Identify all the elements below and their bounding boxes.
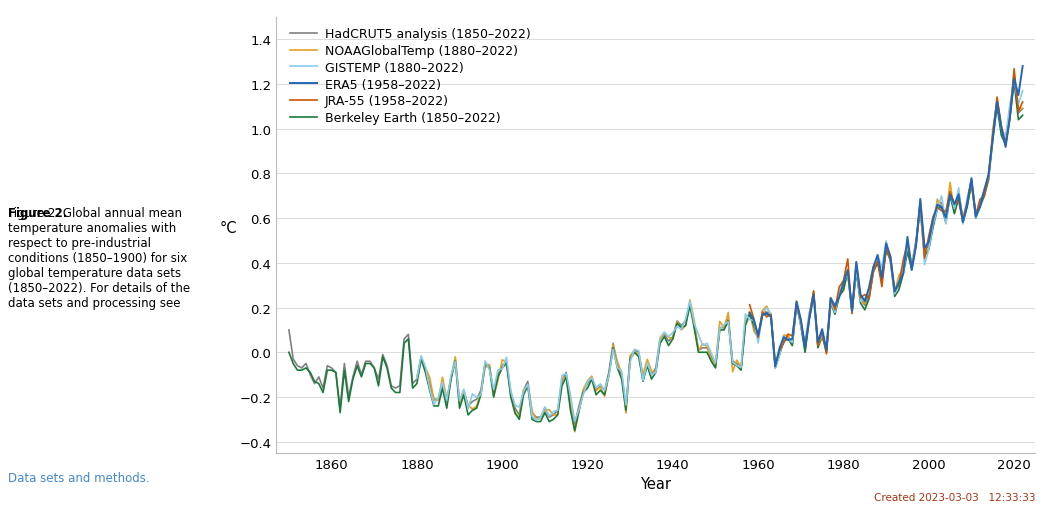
NOAAGlobalTemp (1880–2022) <box>568 429 581 435</box>
ERA5 (1958–2022) <box>743 310 756 316</box>
GISTEMP (1880–2022) <box>432 394 445 401</box>
GISTEMP (1880–2022) <box>568 418 581 425</box>
GISTEMP (1880–2022) <box>572 407 585 413</box>
NOAAGlobalTemp (1880–2022) <box>462 402 475 408</box>
HadCRUT5 analysis (1850–2022) <box>1008 73 1021 79</box>
GISTEMP (1880–2022) <box>663 334 675 340</box>
Text: Figure 2.: Figure 2. <box>8 206 68 219</box>
ERA5 (1958–2022) <box>769 363 782 370</box>
NOAAGlobalTemp (1880–2022) <box>663 334 675 341</box>
HadCRUT5 analysis (1850–2022) <box>820 347 833 353</box>
HadCRUT5 analysis (1850–2022) <box>551 408 564 414</box>
HadCRUT5 analysis (1850–2022) <box>568 421 581 427</box>
JRA-55 (1958–2022) <box>862 295 875 301</box>
GISTEMP (1880–2022) <box>1016 89 1029 95</box>
Berkeley Earth (1850–2022) <box>940 220 953 226</box>
Berkeley Earth (1850–2022) <box>640 363 653 369</box>
Line: HadCRUT5 analysis (1850–2022): HadCRUT5 analysis (1850–2022) <box>289 76 1023 424</box>
Berkeley Earth (1850–2022) <box>568 428 581 434</box>
NOAAGlobalTemp (1880–2022) <box>684 297 697 303</box>
NOAAGlobalTemp (1880–2022) <box>432 398 445 404</box>
JRA-55 (1958–2022) <box>769 362 782 368</box>
JRA-55 (1958–2022) <box>811 343 824 349</box>
Y-axis label: °C: °C <box>219 220 237 235</box>
X-axis label: Year: Year <box>640 476 671 491</box>
Line: ERA5 (1958–2022): ERA5 (1958–2022) <box>750 67 1023 366</box>
HadCRUT5 analysis (1850–2022) <box>1016 106 1029 112</box>
Berkeley Earth (1850–2022) <box>1008 79 1021 86</box>
GISTEMP (1880–2022) <box>1008 78 1021 84</box>
Berkeley Earth (1850–2022) <box>282 350 295 356</box>
JRA-55 (1958–2022) <box>743 302 756 308</box>
ERA5 (1958–2022) <box>982 172 995 178</box>
JRA-55 (1958–2022) <box>888 289 901 295</box>
NOAAGlobalTemp (1880–2022) <box>572 408 585 414</box>
HadCRUT5 analysis (1850–2022) <box>688 323 701 329</box>
GISTEMP (1880–2022) <box>684 298 697 304</box>
Berkeley Earth (1850–2022) <box>820 350 833 356</box>
JRA-55 (1958–2022) <box>1016 100 1029 106</box>
HadCRUT5 analysis (1850–2022) <box>845 307 858 313</box>
JRA-55 (1958–2022) <box>1004 116 1016 122</box>
JRA-55 (1958–2022) <box>828 307 841 313</box>
Berkeley Earth (1850–2022) <box>551 412 564 418</box>
JRA-55 (1958–2022) <box>982 174 995 180</box>
GISTEMP (1880–2022) <box>411 376 424 382</box>
Berkeley Earth (1850–2022) <box>688 325 701 331</box>
HadCRUT5 analysis (1850–2022) <box>940 216 953 222</box>
Text: Created 2023-03-03   12:33:33: Created 2023-03-03 12:33:33 <box>874 492 1035 502</box>
HadCRUT5 analysis (1850–2022) <box>640 361 653 367</box>
HadCRUT5 analysis (1850–2022) <box>282 327 295 333</box>
Line: NOAAGlobalTemp (1880–2022): NOAAGlobalTemp (1880–2022) <box>417 75 1023 432</box>
JRA-55 (1958–2022) <box>1008 67 1021 73</box>
Legend: HadCRUT5 analysis (1850–2022), NOAAGlobalTemp (1880–2022), GISTEMP (1880–2022), : HadCRUT5 analysis (1850–2022), NOAAGloba… <box>290 29 531 125</box>
Text: Figure 2. Global annual mean
temperature anomalies with
respect to pre-industria: Figure 2. Global annual mean temperature… <box>8 206 190 309</box>
GISTEMP (1880–2022) <box>619 402 632 408</box>
Line: GISTEMP (1880–2022): GISTEMP (1880–2022) <box>417 81 1023 421</box>
GISTEMP (1880–2022) <box>462 406 475 412</box>
ERA5 (1958–2022) <box>862 285 875 291</box>
NOAAGlobalTemp (1880–2022) <box>411 374 424 380</box>
Berkeley Earth (1850–2022) <box>1016 113 1029 119</box>
Line: JRA-55 (1958–2022): JRA-55 (1958–2022) <box>750 70 1023 365</box>
ERA5 (1958–2022) <box>828 303 841 309</box>
ERA5 (1958–2022) <box>1016 64 1029 70</box>
ERA5 (1958–2022) <box>811 339 824 345</box>
Berkeley Earth (1850–2022) <box>845 309 858 316</box>
NOAAGlobalTemp (1880–2022) <box>619 410 632 416</box>
NOAAGlobalTemp (1880–2022) <box>1008 72 1021 78</box>
Text: Data sets and methods.: Data sets and methods. <box>8 471 150 484</box>
ERA5 (1958–2022) <box>1008 76 1021 82</box>
ERA5 (1958–2022) <box>888 289 901 295</box>
NOAAGlobalTemp (1880–2022) <box>1016 106 1029 112</box>
Line: Berkeley Earth (1850–2022): Berkeley Earth (1850–2022) <box>289 82 1023 431</box>
